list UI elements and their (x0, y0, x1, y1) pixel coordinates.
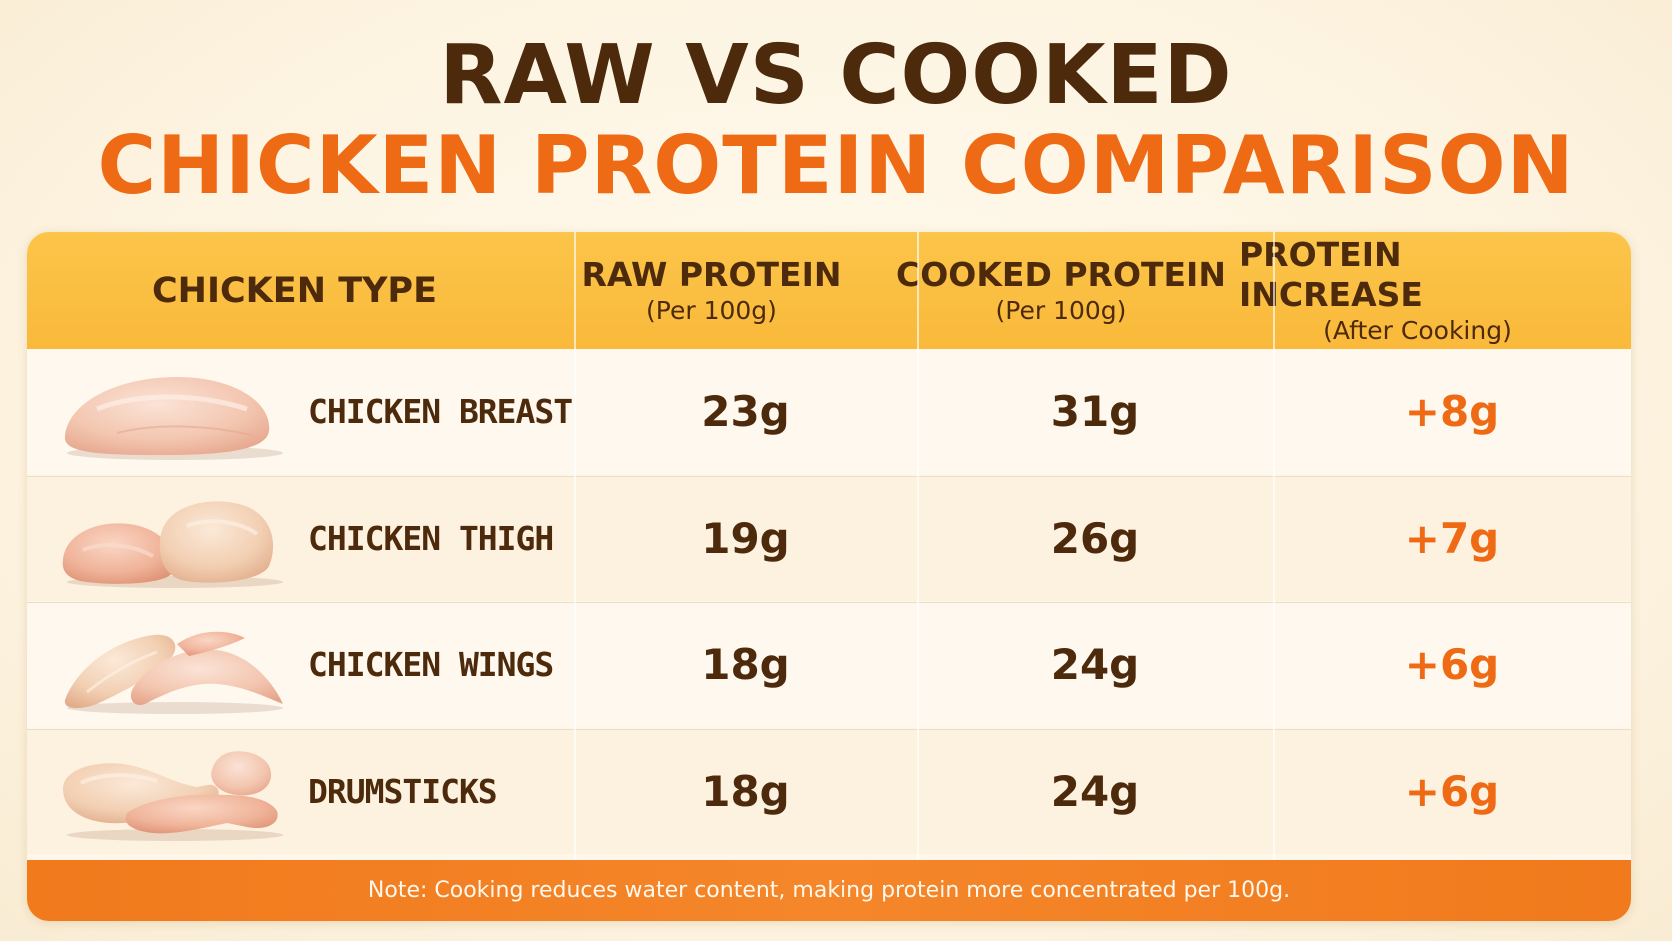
drumsticks-image (57, 743, 287, 841)
footer-note-text: Note: Cooking reduces water content, mak… (367, 878, 1291, 903)
row-divider (27, 475, 1631, 477)
table-header: CHICKEN TYPE RAW PROTEIN (Per 100g) COOK… (27, 232, 1631, 349)
raw-protein-value: 19g (701, 513, 790, 563)
header-cooked-protein-sub: (Per 100g) (995, 295, 1127, 325)
protein-increase-value: +8g (1404, 387, 1500, 436)
table-row: DRUMSTICKS 18g 24g +6g (27, 728, 1631, 854)
chicken-type-label: CHICKEN THIGH (308, 518, 554, 558)
protein-increase-value: +6g (1404, 766, 1500, 816)
chicken-type-label: CHICKEN WINGS (308, 645, 554, 684)
header-protein-increase: PROTEIN INCREASE (After Cooking) (1239, 232, 1596, 349)
column-divider (574, 232, 576, 860)
raw-protein-value: 18g (701, 640, 790, 689)
cooked-protein-value: 24g (1050, 640, 1140, 689)
comparison-table: CHICKEN TYPE RAW PROTEIN (Per 100g) COOK… (27, 232, 1631, 921)
chicken-wings-image (57, 616, 287, 714)
protein-increase-value: +6g (1404, 640, 1500, 689)
column-divider (1273, 232, 1275, 860)
chicken-type-label: CHICKEN BREAST (308, 392, 573, 431)
chicken-thigh-image (57, 490, 287, 588)
header-chicken-type: CHICKEN TYPE (27, 232, 540, 349)
chicken-type-label: DRUMSTICKS (308, 771, 498, 811)
chicken-breast-image (57, 363, 287, 461)
cooked-protein-value: 31g (1050, 387, 1140, 436)
row-divider (27, 602, 1631, 603)
header-cooked-protein: COOKED PROTEIN (Per 100g) (883, 232, 1239, 349)
title-line-1: RAW VS COOKED (439, 28, 1233, 123)
header-raw-protein-label: RAW PROTEIN (581, 254, 842, 294)
table-row: CHICKEN THIGH 19g 26g +7g (27, 475, 1631, 601)
cooked-protein-value: 24g (1050, 766, 1140, 816)
raw-protein-value: 18g (701, 766, 790, 816)
title-line-2: CHICKEN PROTEIN COMPARISON (97, 119, 1575, 212)
table-row: CHICKEN WINGS 18g 24g +6g (27, 602, 1631, 727)
row-divider (27, 728, 1631, 730)
column-divider (917, 232, 919, 860)
footer-note: Note: Cooking reduces water content, mak… (27, 860, 1631, 921)
header-protein-increase-label: PROTEIN INCREASE (1239, 234, 1423, 314)
header-raw-protein: RAW PROTEIN (Per 100g) (540, 232, 883, 349)
raw-protein-value: 23g (701, 387, 790, 436)
cooked-protein-value: 26g (1050, 513, 1140, 563)
header-protein-increase-sub: (After Cooking) (1323, 315, 1512, 345)
header-chicken-type-label: CHICKEN TYPE (152, 270, 437, 311)
table-row: CHICKEN BREAST 23g 31g +8g (27, 349, 1631, 474)
header-cooked-protein-label: COOKED PROTEIN (896, 254, 1226, 294)
protein-increase-value: +7g (1404, 513, 1500, 563)
header-raw-protein-sub: (Per 100g) (646, 295, 777, 325)
